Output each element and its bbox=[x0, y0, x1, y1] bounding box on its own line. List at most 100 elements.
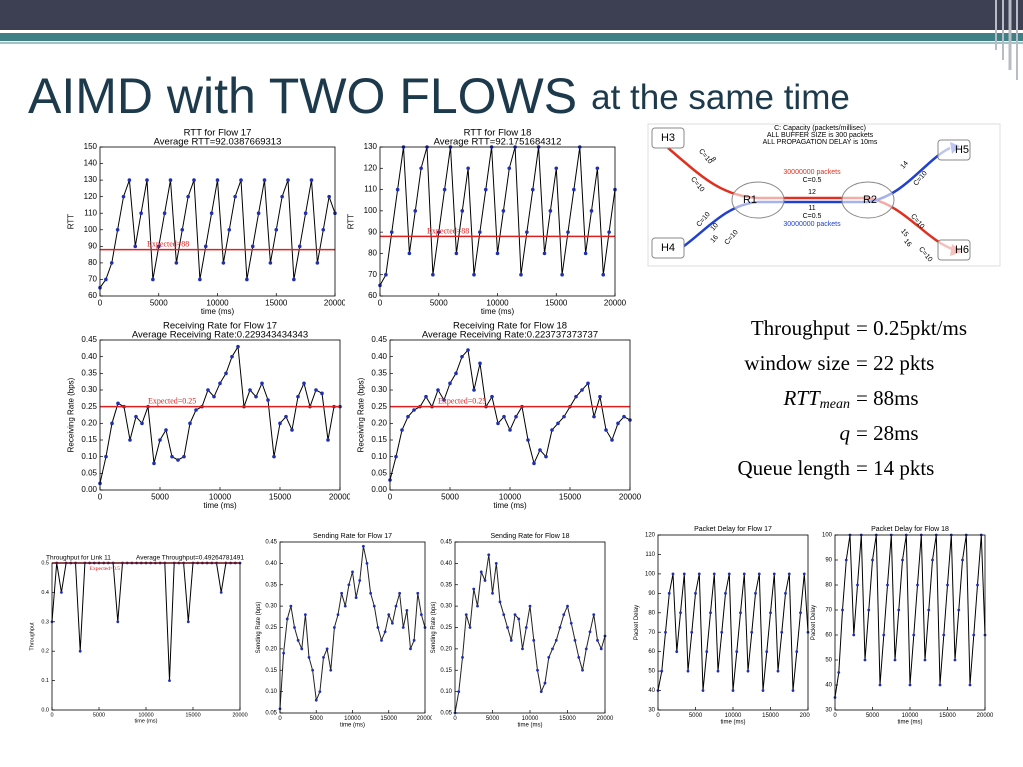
x-axis-label: time (ms) bbox=[135, 718, 158, 724]
expected-label: Expected=0.5 bbox=[90, 566, 121, 572]
data-point bbox=[701, 689, 705, 692]
chart-subtitle: Average RTT=92.0387669313 bbox=[154, 137, 282, 148]
data-point bbox=[285, 617, 289, 621]
chart-subtitle: Average Receiving Rate:0.229343434343 bbox=[132, 330, 308, 341]
y-tick-label: 0.05 bbox=[371, 468, 387, 477]
equation-rhs: = 14 pkts bbox=[856, 456, 934, 480]
data-point bbox=[596, 638, 599, 642]
x-tick-label: 0 bbox=[453, 716, 457, 722]
data-point bbox=[329, 668, 333, 672]
data-point bbox=[787, 572, 791, 576]
y-tick-label: 0.45 bbox=[371, 335, 387, 344]
y-tick-label: 0.35 bbox=[265, 582, 277, 588]
data-point bbox=[750, 630, 754, 634]
x-tick-label: 15000 bbox=[762, 713, 779, 719]
data-point bbox=[239, 178, 243, 182]
chart-background bbox=[432, 530, 612, 730]
chart-subtitle: Average Throughput=0.49264781491 bbox=[136, 555, 244, 562]
data-point bbox=[278, 421, 282, 426]
data-point bbox=[584, 647, 588, 651]
data-point bbox=[127, 178, 132, 182]
link-label: 11 bbox=[808, 205, 815, 212]
data-point bbox=[697, 572, 701, 576]
y-tick-label: 0.30 bbox=[440, 604, 452, 610]
title-sub: at the same time bbox=[591, 78, 850, 117]
x-tick-label: 5000 bbox=[486, 716, 500, 722]
plot-frame bbox=[99, 146, 336, 297]
node bbox=[841, 181, 895, 219]
y-tick-label: 0.20 bbox=[265, 646, 277, 652]
data-point bbox=[296, 638, 300, 642]
data-point bbox=[321, 227, 326, 232]
data-point bbox=[742, 572, 746, 576]
y-tick-label: 0.00 bbox=[371, 485, 387, 494]
data-point bbox=[502, 613, 506, 617]
data-point bbox=[616, 421, 620, 426]
data-point bbox=[293, 626, 296, 629]
data-point bbox=[309, 178, 314, 182]
data-point bbox=[461, 656, 464, 659]
data-point bbox=[472, 587, 476, 591]
data-point bbox=[664, 630, 667, 634]
chart-title: Packet Delay for Flow 18 bbox=[871, 526, 949, 533]
data-point bbox=[376, 626, 380, 629]
data-point bbox=[412, 408, 416, 412]
data-point bbox=[164, 428, 168, 432]
data-point bbox=[893, 658, 897, 662]
x-tick-label: 5000 bbox=[441, 492, 459, 501]
data-point bbox=[358, 579, 362, 582]
plot-frame bbox=[99, 339, 341, 491]
data-point bbox=[151, 277, 155, 282]
y-tick-label: 0.20 bbox=[440, 646, 452, 652]
data-point bbox=[326, 438, 330, 442]
data-point bbox=[765, 650, 769, 654]
data-point bbox=[174, 261, 179, 265]
plot-frame bbox=[379, 146, 616, 297]
x-tick-label: 5000 bbox=[430, 298, 448, 307]
chart: Sending Rate for Flow 18 0.05 0.10 0.15 0.20… bbox=[431, 530, 614, 730]
data-point bbox=[519, 272, 523, 277]
data-point bbox=[419, 166, 423, 171]
x-tick-label: 20000 bbox=[232, 712, 247, 718]
y-tick-label: 0.20 bbox=[81, 418, 97, 427]
data-point bbox=[580, 388, 584, 392]
x-axis-label: time (ms) bbox=[898, 720, 923, 726]
data-point bbox=[60, 591, 63, 594]
data-point bbox=[369, 591, 373, 595]
data-point bbox=[586, 381, 590, 386]
data-point bbox=[776, 669, 780, 673]
data-point bbox=[720, 630, 724, 634]
chart-title: RTT for Flow 18 bbox=[464, 128, 532, 139]
y-tick-label: 70 bbox=[825, 608, 832, 614]
data-point bbox=[478, 361, 482, 366]
x-tick-label: 10000 bbox=[499, 492, 522, 501]
y-tick-label: 0.40 bbox=[440, 561, 452, 567]
data-point bbox=[622, 414, 626, 419]
data-point bbox=[139, 211, 143, 216]
y-tick-label: 0.25 bbox=[81, 402, 97, 411]
data-point bbox=[592, 414, 596, 419]
x-axis-label: time (ms) bbox=[201, 307, 235, 316]
data-point bbox=[170, 454, 174, 459]
chart-background bbox=[62, 322, 352, 502]
data-point bbox=[901, 558, 904, 562]
y-tick-label: 150 bbox=[84, 142, 98, 151]
data-point bbox=[878, 683, 882, 687]
x-tick-label: 10000 bbox=[344, 716, 361, 722]
chart: Throughput for Link 11 Average Throughput… bbox=[30, 548, 248, 724]
node-label: R1 bbox=[743, 194, 757, 206]
data-point bbox=[436, 230, 441, 234]
x-tick-label: 5000 bbox=[866, 713, 880, 719]
x-tick-label: 15000 bbox=[185, 712, 200, 718]
x-axis-label: time (ms) bbox=[493, 501, 527, 510]
y-tick-label: 0.4 bbox=[41, 590, 49, 596]
y-tick-label: 0.30 bbox=[265, 604, 277, 610]
data-point bbox=[694, 591, 697, 595]
data-point bbox=[560, 272, 564, 277]
data-point bbox=[442, 398, 446, 402]
data-point bbox=[224, 371, 228, 376]
x-tick-label: 5000 bbox=[93, 712, 105, 718]
data-point bbox=[569, 621, 573, 625]
y-tick-label: 0.40 bbox=[81, 352, 97, 361]
y-tick-label: 130 bbox=[84, 175, 98, 184]
